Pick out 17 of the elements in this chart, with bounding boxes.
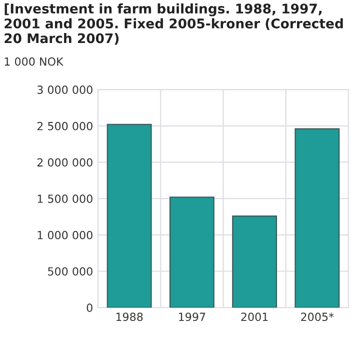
y-tick-label: 2 000 000 [37, 158, 92, 167]
y-tick-label: 3 000 000 [37, 86, 92, 94]
x-tick-label: 1988 [116, 312, 143, 322]
chart-title: [Investment in farm buildings. 1988, 1997, 2001 and 2005. Fixed 2005-kroner (Corrected 20 March 2007) [4, 3, 343, 45]
x-tick-label: 1997 [179, 312, 206, 322]
bar [232, 215, 278, 308]
y-tick-label: 500 000 [48, 267, 92, 276]
y-tick-label: 1 500 000 [38, 194, 92, 203]
x-tick-label: 2005* [301, 312, 334, 322]
y-axis-title: 1 000 NOK [4, 57, 64, 66]
bar [294, 128, 340, 308]
bar [106, 124, 152, 308]
y-tick-label: 2 500 000 [37, 122, 92, 130]
y-tick-label: 1 000 000 [38, 230, 92, 240]
y-tick-label: 0 [86, 304, 92, 312]
bar [169, 196, 214, 308]
x-tick-label: 2001 [241, 312, 268, 322]
